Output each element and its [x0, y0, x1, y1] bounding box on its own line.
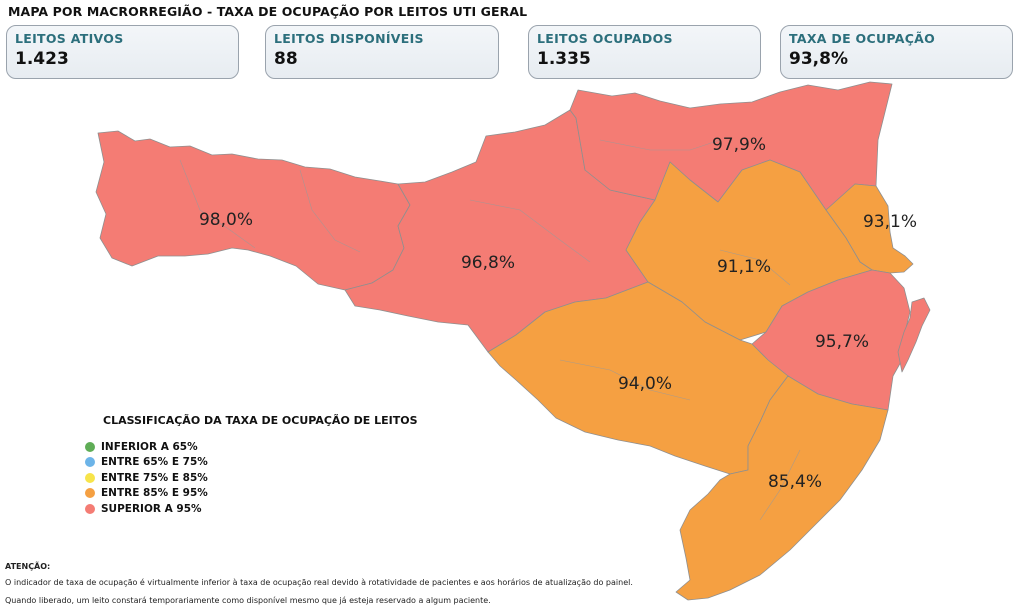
legend-label: INFERIOR A 65% [101, 440, 198, 453]
region-label-norte: 97,9% [712, 135, 766, 155]
region-label-vale-itajai: 91,1% [717, 257, 771, 277]
legend-item-85-95: ENTRE 85% E 95% [85, 486, 418, 502]
legend-dot-icon [85, 488, 95, 499]
card-leitos-ocupados: LEITOS OCUPADOS 1.335 [528, 25, 761, 79]
legend-dot-icon [85, 457, 95, 468]
card-label: LEITOS DISPONÍVEIS [274, 31, 424, 46]
legend-item-superior-95: SUPERIOR A 95% [85, 501, 418, 517]
map-legend: CLASSIFICAÇÃO DA TAXA DE OCUPAÇÃO DE LEI… [85, 414, 418, 517]
legend-label: ENTRE 75% E 85% [101, 471, 208, 484]
card-value: 1.423 [15, 49, 69, 69]
card-label: LEITOS OCUPADOS [537, 31, 673, 46]
legend-dot-icon [85, 472, 95, 483]
region-label-serra: 94,0% [618, 374, 672, 394]
legend-item-inferior-65: INFERIOR A 65% [85, 439, 418, 455]
card-leitos-ativos: LEITOS ATIVOS 1.423 [6, 25, 239, 79]
card-label: TAXA DE OCUPAÇÃO [789, 31, 936, 46]
card-label: LEITOS ATIVOS [15, 31, 124, 46]
legend-item-75-85: ENTRE 75% E 85% [85, 470, 418, 486]
card-value: 93,8% [789, 49, 848, 69]
card-value: 88 [274, 49, 298, 69]
page-title: MAPA POR MACRORREGIÃO - TAXA DE OCUPAÇÃO… [8, 4, 528, 19]
legend-item-65-75: ENTRE 65% E 75% [85, 455, 418, 471]
legend-dot-icon [85, 441, 95, 452]
region-sul[interactable] [675, 375, 889, 601]
legend-title: CLASSIFICAÇÃO DA TAXA DE OCUPAÇÃO DE LEI… [103, 414, 418, 427]
card-taxa-ocupacao: TAXA DE OCUPAÇÃO 93,8% [780, 25, 1013, 79]
region-label-meio-oeste: 96,8% [461, 253, 515, 273]
note-title: ATENÇÃO: [5, 562, 51, 571]
region-label-sul: 85,4% [768, 472, 822, 492]
region-label-foz-itajai: 93,1% [863, 212, 917, 232]
legend-label: ENTRE 65% E 75% [101, 456, 208, 469]
legend-label: SUPERIOR A 95% [101, 502, 202, 515]
note-line-1: O indicador de taxa de ocupação é virtua… [5, 578, 633, 587]
note-line-2: Quando liberado, um leito constará tempo… [5, 596, 491, 605]
legend-dot-icon [85, 503, 95, 514]
legend-label: ENTRE 85% E 95% [101, 487, 208, 500]
region-label-oeste: 98,0% [199, 210, 253, 230]
state-map: 98,0% 96,8% 97,9% 93,1% 91,1% 95,7% 94,0… [95, 81, 931, 601]
region-label-grande-florianopolis: 95,7% [815, 332, 869, 352]
card-leitos-disponiveis: LEITOS DISPONÍVEIS 88 [265, 25, 499, 79]
region-ilha[interactable] [897, 297, 931, 373]
card-value: 1.335 [537, 49, 591, 69]
